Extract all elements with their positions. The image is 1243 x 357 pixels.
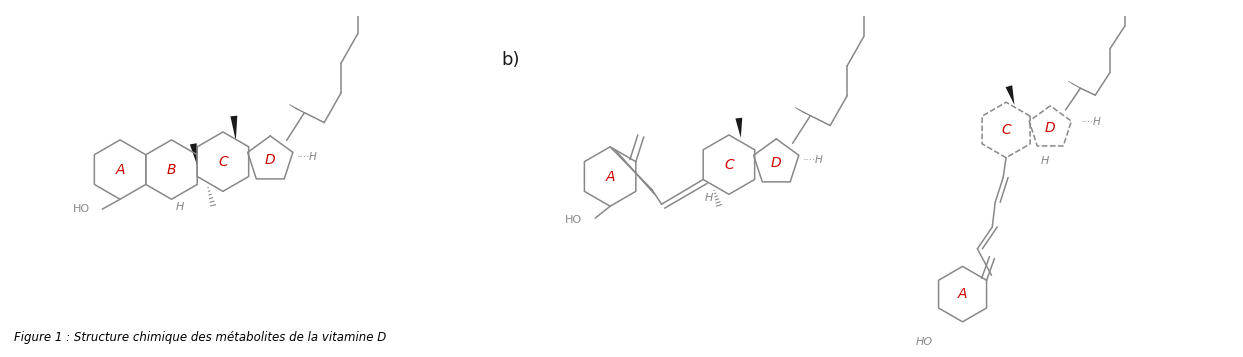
Text: C: C xyxy=(1002,123,1011,137)
Text: ····H: ····H xyxy=(1080,117,1101,127)
Polygon shape xyxy=(230,116,237,141)
Text: Figure 1 : Structure chimique des métabolites de la vitamine D: Figure 1 : Structure chimique des métabo… xyxy=(14,331,387,344)
Polygon shape xyxy=(1006,85,1014,105)
Polygon shape xyxy=(190,143,198,166)
Text: HO: HO xyxy=(566,215,583,225)
Text: H: H xyxy=(175,202,184,212)
Text: C: C xyxy=(723,158,733,172)
Text: HO: HO xyxy=(73,204,91,214)
Text: A: A xyxy=(605,170,615,183)
Text: C: C xyxy=(218,155,227,169)
Text: A: A xyxy=(958,287,967,301)
Text: D: D xyxy=(265,153,276,167)
Text: B: B xyxy=(167,162,177,177)
Polygon shape xyxy=(736,118,742,138)
Text: H: H xyxy=(1040,156,1049,166)
Text: D: D xyxy=(771,156,782,170)
Text: H: H xyxy=(705,193,713,203)
Text: ····H: ····H xyxy=(297,152,318,162)
Text: A: A xyxy=(116,162,124,177)
Text: b): b) xyxy=(502,51,521,69)
Text: ····H: ····H xyxy=(803,155,824,165)
Text: D: D xyxy=(1045,121,1055,135)
Text: HO: HO xyxy=(916,337,932,347)
